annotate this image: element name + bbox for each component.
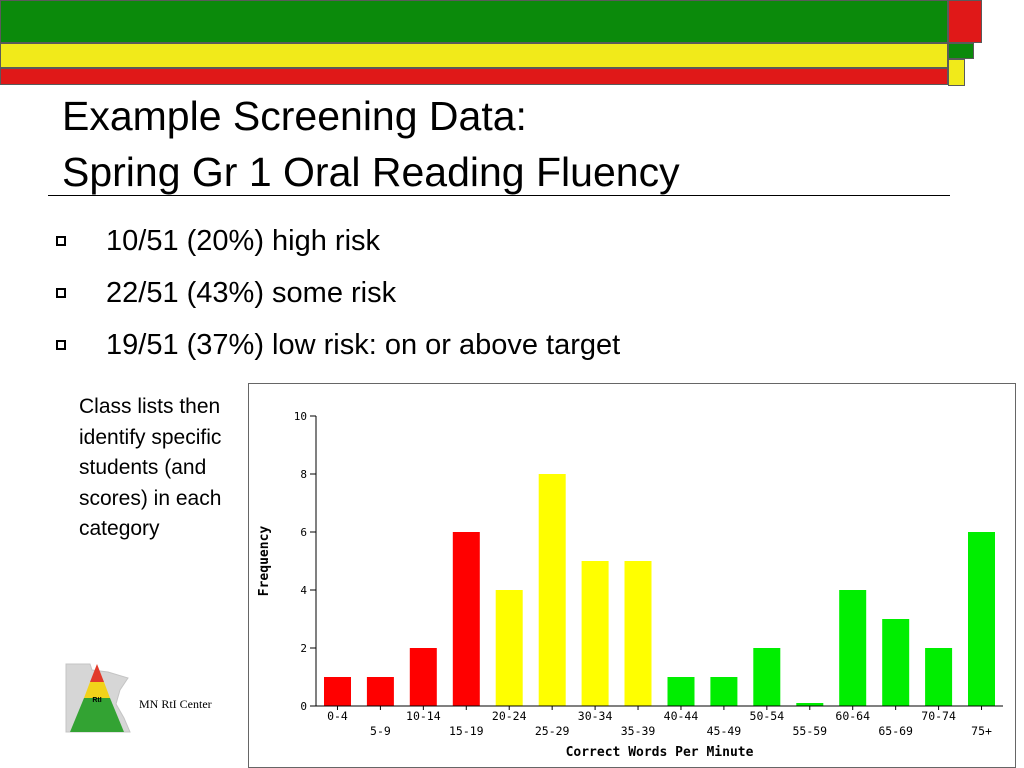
- x-tick-label: 0-4: [327, 709, 348, 723]
- x-tick-label: 70-74: [921, 709, 956, 723]
- x-tick-label: 45-49: [707, 724, 742, 738]
- logo-caption: MN RtI Center: [139, 697, 212, 711]
- bullet-text: 19/51 (37%) low risk: on or above target: [106, 329, 621, 361]
- bar-30-34: [581, 561, 609, 706]
- bar-60-64: [839, 590, 867, 706]
- triangle-tier-green: [70, 698, 124, 732]
- bullet-item-some-risk: 22/51 (43%) some risk: [48, 270, 620, 322]
- x-tick-label: 75+: [971, 724, 992, 738]
- x-tick-label: 10-14: [406, 709, 441, 723]
- y-tick-label: 10: [294, 410, 307, 423]
- bar-45-49: [710, 677, 738, 706]
- x-tick-label: 55-59: [792, 724, 827, 738]
- x-tick-label: 50-54: [750, 709, 785, 723]
- bar-25-29: [538, 474, 566, 706]
- x-tick-label: 20-24: [492, 709, 527, 723]
- bar-70-74: [925, 648, 953, 706]
- bar-15-19: [452, 532, 480, 706]
- bullet-item-low-risk: 19/51 (37%) low risk: on or above target: [48, 322, 620, 374]
- header-band-red: [0, 68, 948, 85]
- square-bullet-icon: [56, 288, 66, 298]
- bullet-text: 10/51 (20%) high risk: [106, 225, 381, 257]
- title-underline: [48, 195, 950, 196]
- triangle-tier-red: [90, 664, 104, 682]
- histogram-chart: 0 2 4 6 8 10 0-4 5-9 10-14 15-19 20-24 25-29 30-34 3…: [257, 410, 1003, 760]
- bar-65-69: [882, 619, 910, 706]
- y-tick-label: 2: [300, 642, 307, 655]
- x-tick-label: 30-34: [578, 709, 613, 723]
- triangle-tier-yellow: [84, 682, 110, 698]
- x-axis-label: Correct Words Per Minute: [566, 745, 754, 760]
- x-tick-label: 15-19: [449, 724, 484, 738]
- bar-5-9: [366, 677, 394, 706]
- logo-label: RtI: [92, 697, 101, 704]
- bar-10-14: [409, 648, 437, 706]
- x-tick-group: 0-4 5-9 10-14 15-19 20-24 25-29 30-34 35-39 40-4…: [327, 706, 992, 738]
- bar-group: [324, 474, 995, 706]
- y-tick-label: 0: [300, 700, 307, 713]
- bullet-item-high-risk: 10/51 (20%) high risk: [48, 218, 620, 270]
- bar-35-39: [624, 561, 652, 706]
- header-square-green: [948, 43, 974, 59]
- slide-title: Example Screening Data: Spring Gr 1 Oral…: [62, 88, 680, 200]
- header-band-yellow: [0, 43, 948, 68]
- chart-frame: 0 2 4 6 8 10 0-4 5-9 10-14 15-19 20-24 25-29 30-34 3…: [248, 383, 1016, 768]
- y-tick-label: 6: [300, 526, 307, 539]
- header-square-yellow: [948, 59, 965, 86]
- slide-title-line2: Spring Gr 1 Oral Reading Fluency: [62, 149, 680, 195]
- bar-20-24: [495, 590, 523, 706]
- x-tick-label: 40-44: [664, 709, 699, 723]
- bullet-text: 22/51 (43%) some risk: [106, 277, 397, 309]
- bullet-list: 10/51 (20%) high risk 22/51 (43%) some r…: [48, 218, 620, 374]
- square-bullet-icon: [56, 340, 66, 350]
- header-band-green: [0, 0, 948, 43]
- side-note: Class lists then identify specific stude…: [79, 395, 222, 541]
- x-tick-label: 60-64: [835, 709, 870, 723]
- header-square-red: [948, 0, 982, 43]
- minnesota-rti-triangle-icon: RtI: [65, 663, 131, 733]
- y-tick-group: 0 2 4 6 8 10: [294, 410, 316, 713]
- square-bullet-icon: [56, 236, 66, 246]
- bar-40-44: [667, 677, 695, 706]
- x-tick-label: 25-29: [535, 724, 570, 738]
- x-tick-label: 65-69: [878, 724, 913, 738]
- bar-75+: [968, 532, 995, 706]
- y-axis-label: Frequency: [257, 526, 272, 597]
- x-tick-label: 5-9: [370, 724, 391, 738]
- y-tick-label: 4: [300, 584, 307, 597]
- slide-title-line1: Example Screening Data:: [62, 93, 527, 139]
- y-tick-label: 8: [300, 468, 307, 481]
- bar-0-4: [324, 677, 351, 706]
- bar-55-59: [796, 703, 824, 706]
- bar-50-54: [753, 648, 781, 706]
- x-tick-label: 35-39: [621, 724, 656, 738]
